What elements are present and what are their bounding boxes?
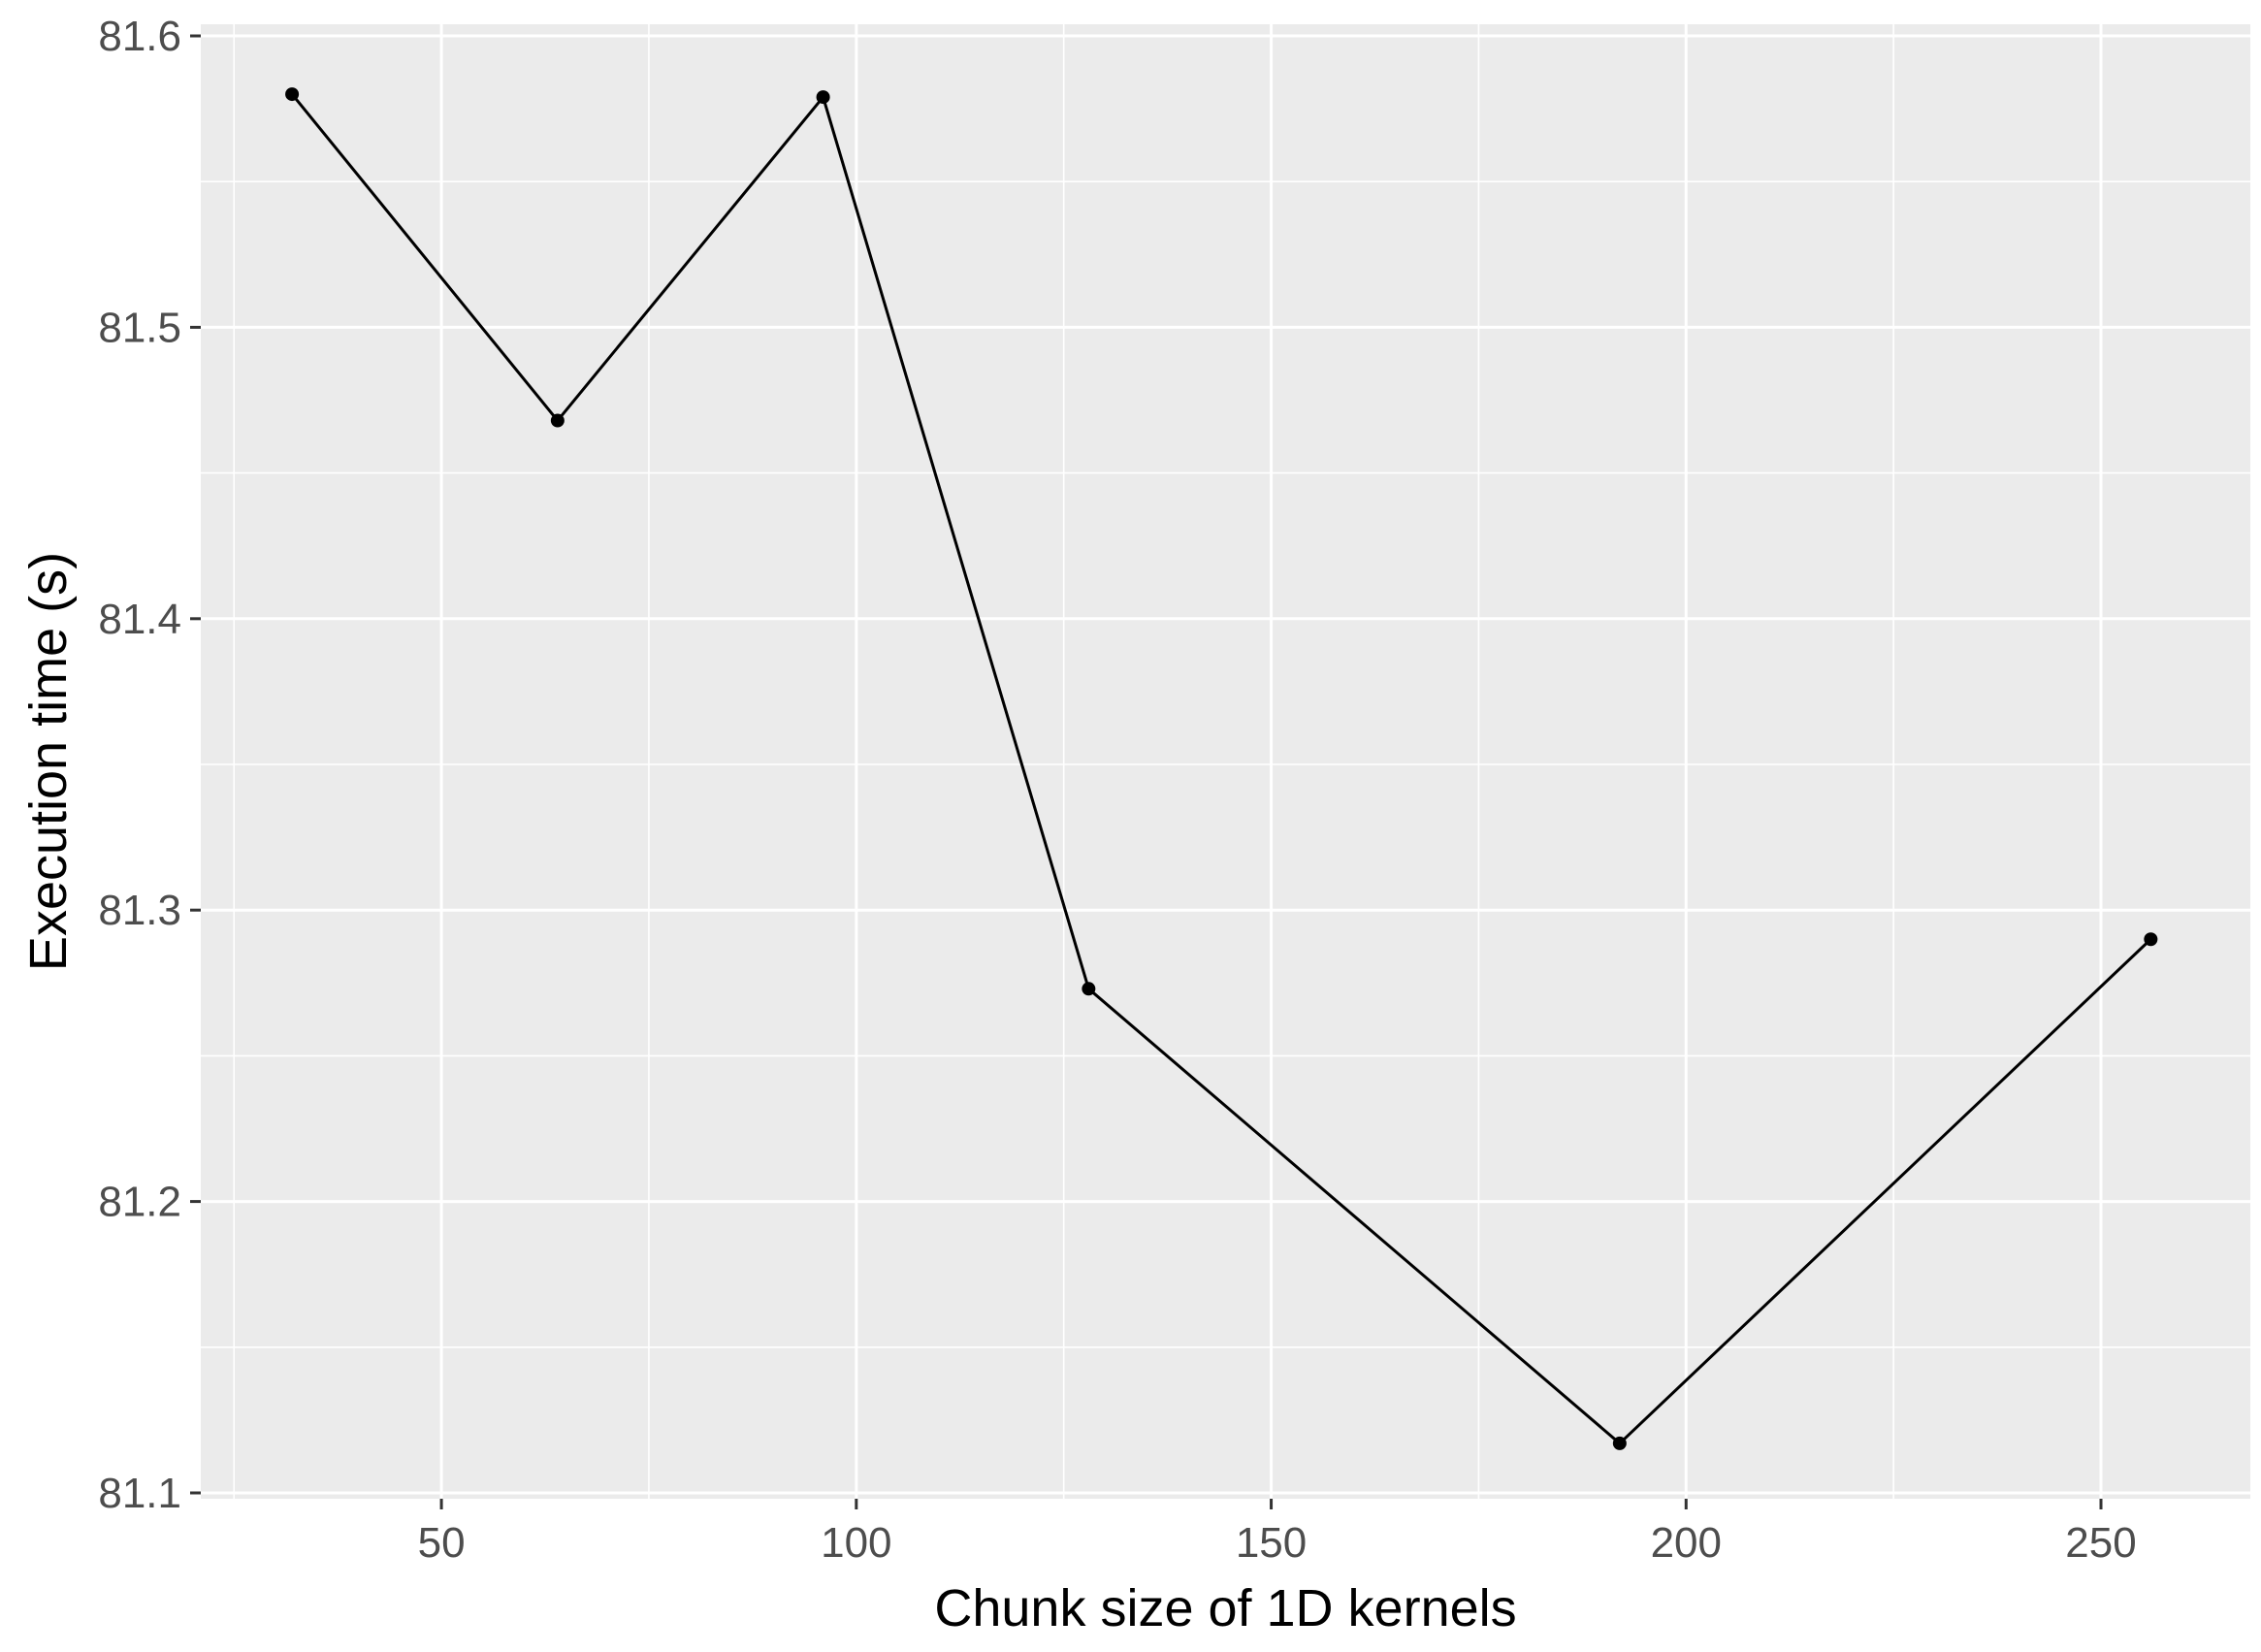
data-point [816,90,830,105]
x-axis-title: Chunk size of 1D kernels [934,1579,1516,1637]
data-point [1082,982,1096,996]
data-point [550,413,565,428]
data-point [2144,932,2158,947]
x-tick-label: 200 [1651,1519,1722,1567]
x-axis: 50 100 150 200 250 [418,1499,2137,1567]
data-point [285,87,300,102]
x-tick-label: 100 [821,1519,891,1567]
y-axis: 81.1 81.2 81.3 81.4 81.5 81.6 [98,13,201,1517]
minor-gridlines [201,24,2250,1499]
series-line [290,93,2152,1445]
y-axis-title: Execution time (s) [19,552,78,971]
y-tick-label: 81.6 [98,13,181,60]
y-tick-label: 81.1 [98,1470,181,1517]
y-tick-label: 81.3 [98,887,181,934]
x-tick-label: 250 [2065,1519,2136,1567]
x-tick-label: 50 [418,1519,466,1567]
plot-panel [201,24,2250,1499]
y-tick-label: 81.4 [98,596,181,643]
y-tick-label: 81.5 [98,304,181,351]
series-layer [285,87,2158,1450]
data-point [1612,1436,1627,1450]
y-tick-label: 81.2 [98,1179,181,1226]
major-gridlines [201,24,2250,1499]
x-tick-label: 150 [1236,1519,1307,1567]
